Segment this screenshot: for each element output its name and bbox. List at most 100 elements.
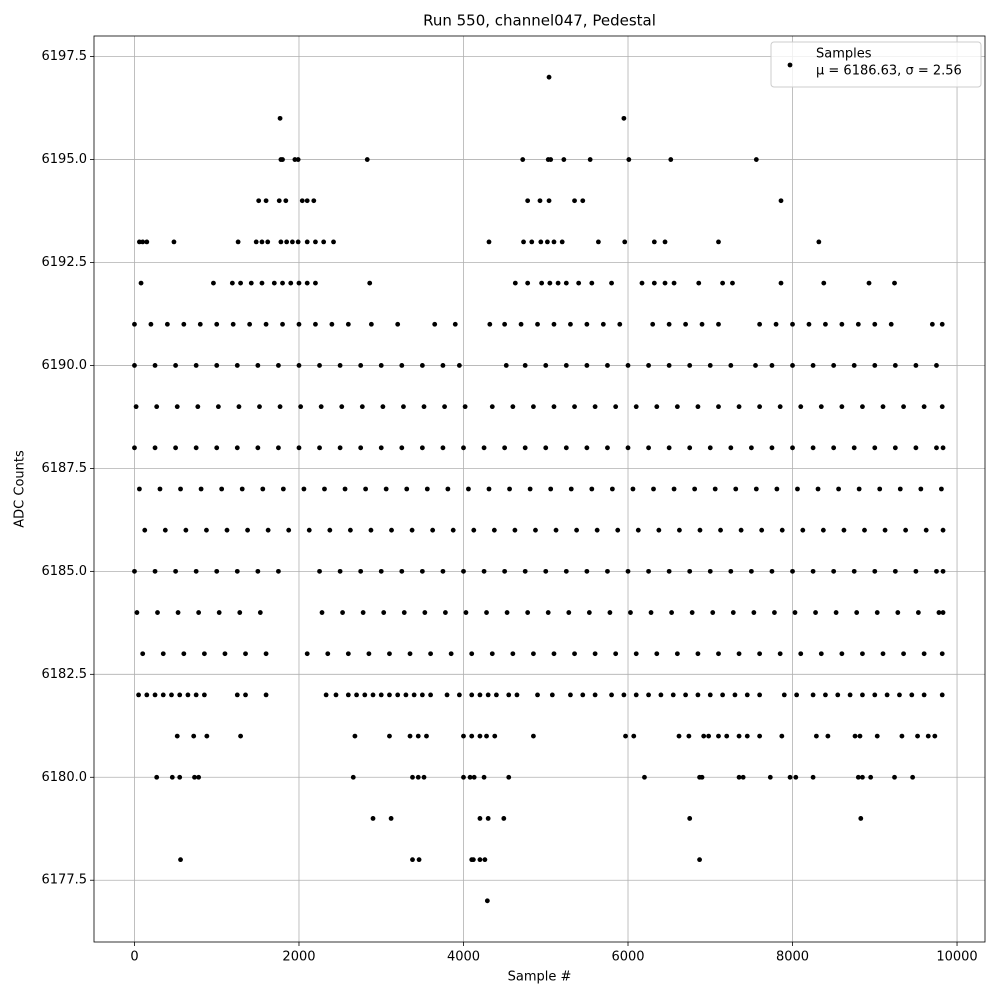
data-point [736,733,742,739]
data-point [772,610,777,615]
data-point [712,486,718,492]
data-point [263,651,269,657]
data-point [169,774,175,780]
data-point [359,404,365,410]
data-point [387,733,392,739]
data-point [154,404,160,410]
data-point [304,239,310,245]
data-point [651,280,657,286]
data-point [485,816,491,821]
data-point [841,527,847,533]
data-point [214,445,220,451]
data-point [181,651,187,657]
data-point [259,239,265,245]
data-point [563,363,569,368]
data-point [445,486,451,492]
data-point [580,692,586,698]
data-point [299,198,305,204]
x-tick-label: 4000 [447,950,480,965]
data-point [607,610,613,615]
data-point [271,280,277,286]
data-point [589,486,595,492]
data-point [510,404,516,410]
data-point [276,198,282,204]
data-point [137,239,142,245]
data-point [173,445,178,451]
data-point [484,898,490,904]
data-point [792,610,798,615]
data-point [204,527,209,533]
data-point [794,692,800,698]
data-point [757,404,763,410]
data-point [419,363,425,368]
data-point [605,445,610,451]
data-point [265,527,271,533]
data-point [477,816,483,821]
data-point [921,651,927,657]
data-point [860,774,865,780]
data-point [531,733,536,739]
data-point [568,321,573,327]
data-point [370,692,376,698]
data-point [358,445,364,451]
data-point [674,404,680,410]
data-point [600,321,606,327]
data-point [389,527,394,533]
data-point [260,486,266,492]
data-point [549,692,555,698]
data-point [471,774,477,780]
data-point [276,568,281,574]
data-point [539,280,545,286]
data-point [317,445,322,451]
data-point [670,692,676,698]
legend-marker [787,62,793,68]
data-point [793,774,799,780]
data-point [367,280,373,286]
data-point [551,321,557,327]
data-point [872,363,878,368]
data-point [174,404,180,410]
data-point [584,321,590,327]
data-point [733,486,739,492]
data-point [255,568,261,574]
data-point [193,692,199,698]
y-tick-label: 6187.5 [42,461,88,476]
data-point [238,280,243,286]
data-point [259,280,265,286]
data-point [816,239,822,245]
data-point [204,733,210,739]
data-point [193,445,199,451]
data-point [448,651,454,657]
data-point [337,445,343,451]
data-point [306,527,312,533]
data-point [501,816,507,821]
data-point [383,486,389,492]
data-point [238,733,243,739]
data-point [339,404,345,410]
data-point [133,404,139,410]
data-point [687,363,693,368]
data-point [276,445,281,451]
data-point [695,404,701,410]
data-point [921,404,927,410]
grid-layer [94,36,985,942]
data-point [538,239,544,245]
data-point [551,404,557,410]
data-point [568,692,573,698]
data-point [868,774,874,780]
data-point [152,568,158,574]
data-point [450,527,456,533]
data-point [940,610,946,615]
data-point [563,445,569,451]
data-point [432,321,438,327]
data-point [345,321,351,327]
data-point [594,527,600,533]
data-point [689,610,695,615]
data-point [646,568,651,574]
data-point [925,733,931,739]
data-point [716,404,721,410]
data-point [378,692,384,698]
data-point [378,568,384,574]
data-point [899,733,905,739]
data-point [683,321,688,327]
